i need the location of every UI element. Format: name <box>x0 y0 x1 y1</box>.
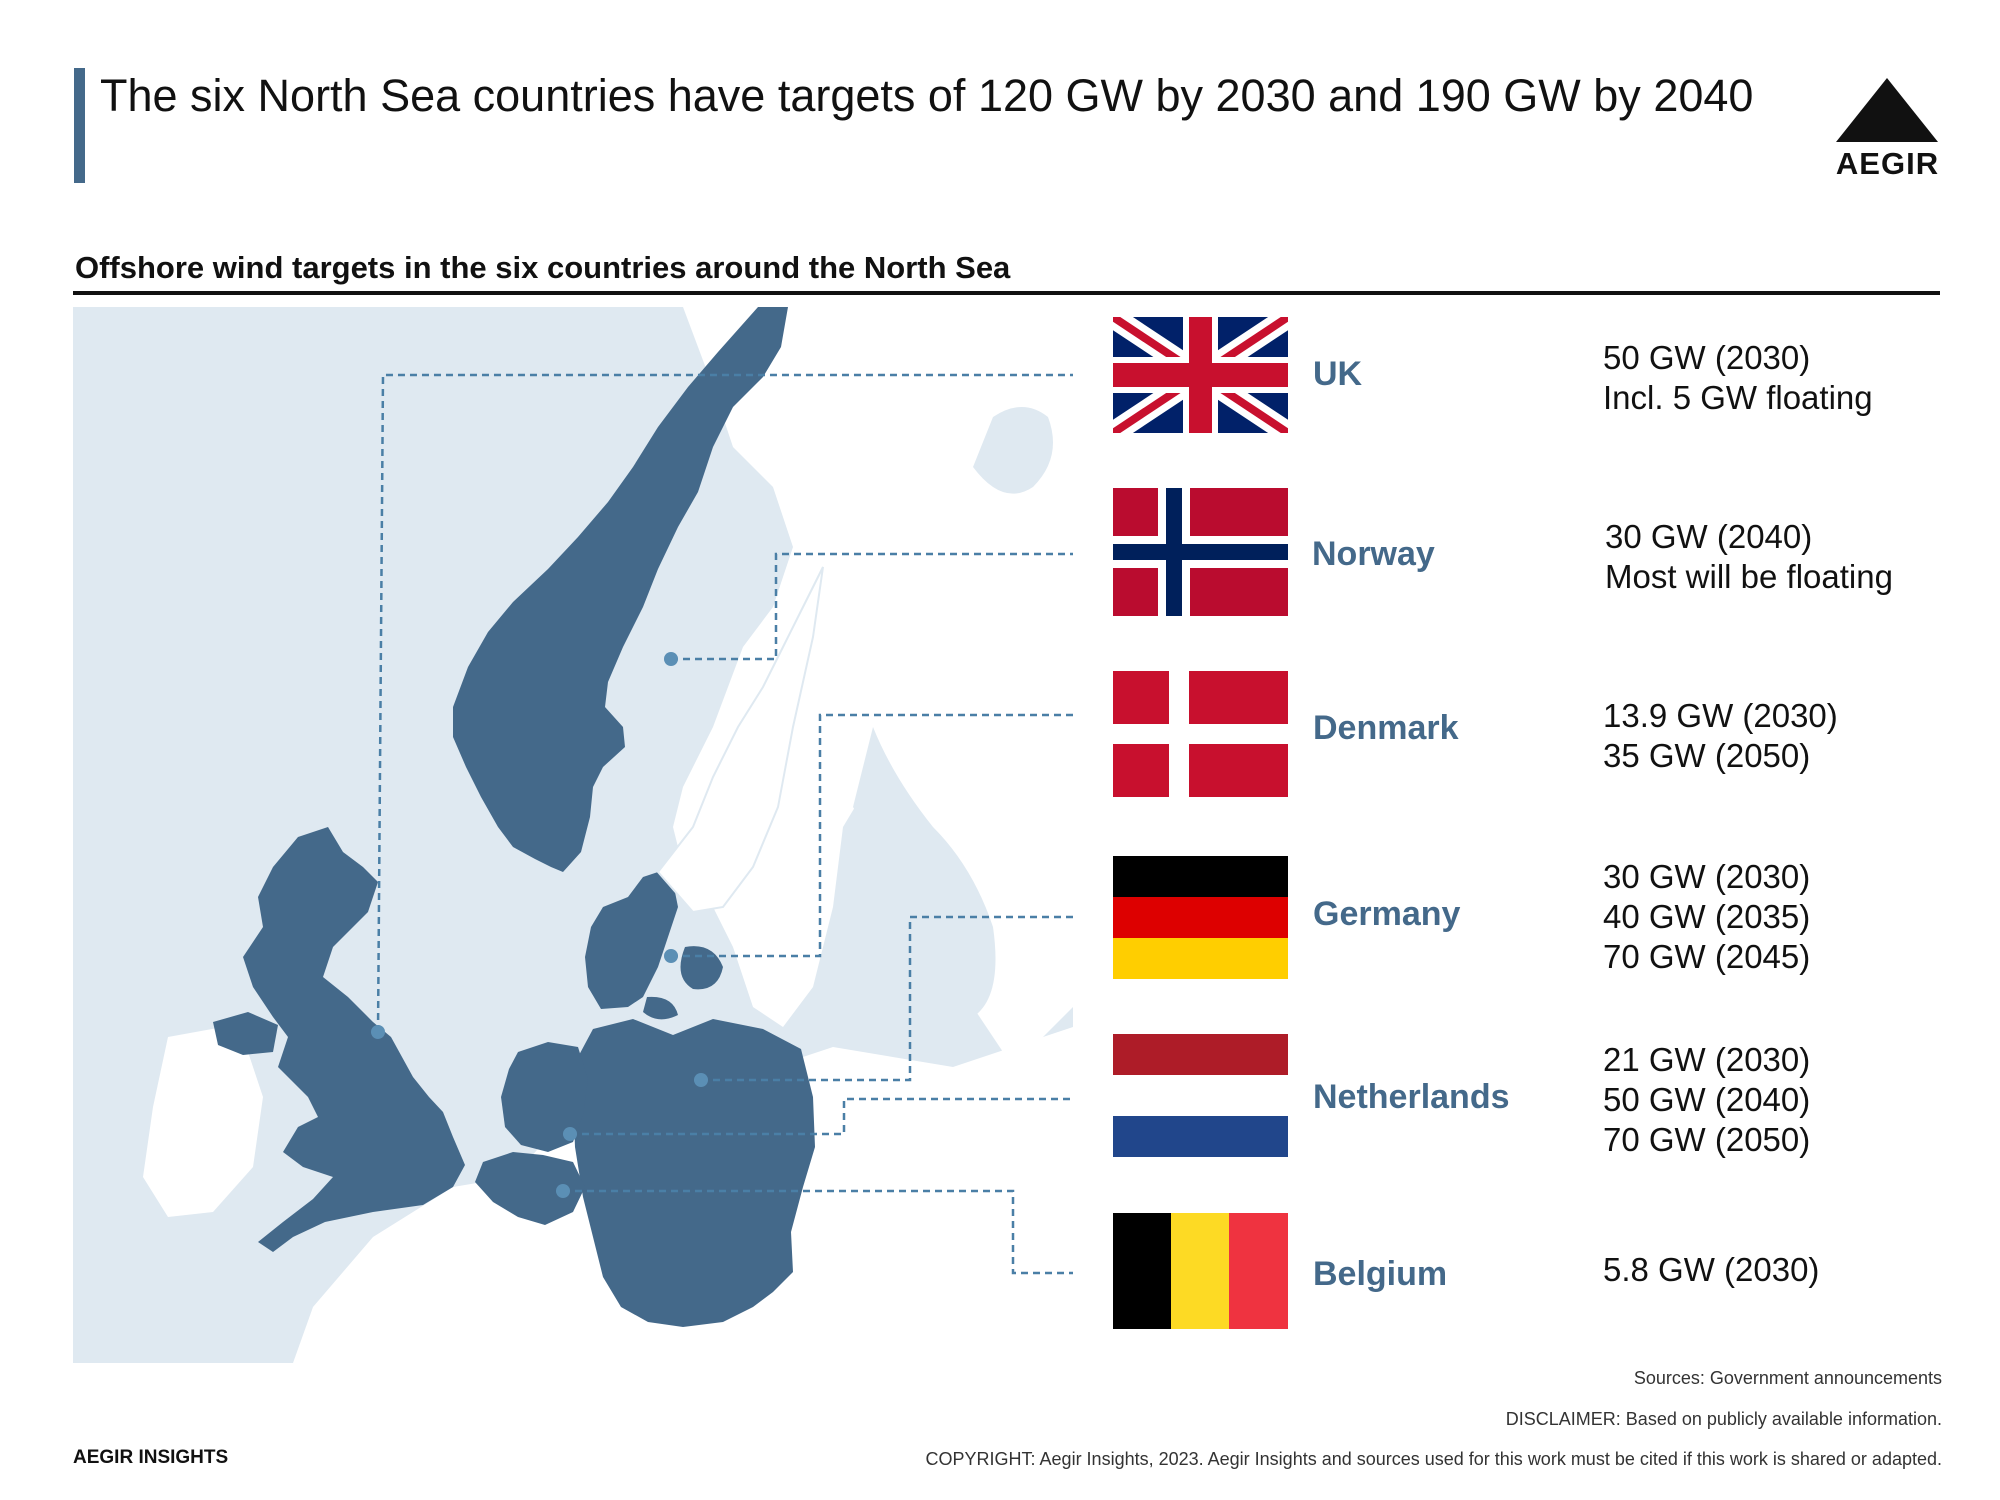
marker-belgium <box>556 1184 570 1198</box>
netherlands-flag-icon <box>1113 1034 1288 1157</box>
country-markers <box>371 652 708 1198</box>
north-sea-map <box>73 307 1073 1363</box>
country-label-belgium: Belgium <box>1313 1255 1448 1293</box>
target-value: 40 GW (2035) <box>1603 898 1811 935</box>
marker-uk <box>371 1025 385 1039</box>
target-value: 50 GW (2040) <box>1603 1081 1811 1118</box>
northern-ireland-land <box>213 1012 278 1055</box>
chart-subtitle: Offshore wind targets in the six countri… <box>75 250 1011 285</box>
targets-netherlands: 21 GW (2030) 50 GW (2040) 70 GW (2050) <box>1603 1040 1810 1160</box>
sweden-coast <box>656 566 824 914</box>
belgium-flag-icon <box>1113 1213 1288 1329</box>
norway-flag-icon <box>1113 488 1288 616</box>
connector-norway <box>671 552 1073 661</box>
country-label-denmark: Denmark <box>1313 709 1459 747</box>
connector-belgium <box>563 1189 1073 1275</box>
title-accent-bar <box>74 68 85 183</box>
aegir-logo-text: AEGIR <box>1835 146 1940 181</box>
country-label-uk: UK <box>1313 355 1363 393</box>
germany-flag-icon <box>1113 856 1288 979</box>
belgium-land <box>475 1152 585 1225</box>
baltic-sea <box>853 727 996 1017</box>
target-value: 35 GW (2050) <box>1603 737 1811 774</box>
targets-belgium: 5.8 GW (2030) <box>1603 1250 1819 1290</box>
marker-denmark <box>664 949 678 963</box>
denmark-islands <box>643 946 723 1020</box>
finland-lake-area <box>973 407 1053 494</box>
targets-uk: 50 GW (2030) Incl. 5 GW floating <box>1603 338 1873 418</box>
uk-flag-icon <box>1113 317 1288 433</box>
target-value: 30 GW (2030) <box>1603 858 1811 895</box>
norway-land <box>453 307 788 872</box>
denmark-land <box>585 872 678 1009</box>
great-britain-land <box>243 827 465 1252</box>
subtitle-rule <box>73 291 1940 295</box>
page-title: The six North Sea countries have targets… <box>100 70 1754 121</box>
netherlands-land <box>501 1042 588 1152</box>
connector-netherlands <box>570 1097 1073 1136</box>
sweden-finland-land <box>673 307 1073 1067</box>
connector-germany <box>701 915 1073 1082</box>
connector-lines <box>376 373 1073 1275</box>
country-label-netherlands: Netherlands <box>1313 1078 1510 1116</box>
copyright-note: COPYRIGHT: Aegir Insights, 2023. Aegir I… <box>925 1449 1942 1469</box>
footer-brand: AEGIR INSIGHTS <box>73 1447 229 1468</box>
target-value: 30 GW (2040) <box>1605 518 1813 555</box>
marker-norway <box>664 652 678 666</box>
aegir-logo-icon <box>1836 78 1938 142</box>
marker-germany <box>694 1073 708 1087</box>
country-label-norway: Norway <box>1312 535 1435 573</box>
target-value: 5.8 GW (2030) <box>1603 1251 1820 1288</box>
target-value: 13.9 GW (2030) <box>1603 697 1838 734</box>
target-value: Most will be floating <box>1605 558 1893 595</box>
target-value: 50 GW (2030) <box>1603 339 1811 376</box>
target-value: 21 GW (2030) <box>1603 1041 1811 1078</box>
target-value: Incl. 5 GW floating <box>1603 379 1873 416</box>
germany-land <box>573 1019 815 1327</box>
target-value: 70 GW (2050) <box>1603 1121 1811 1158</box>
disclaimer-note: DISCLAIMER: Based on publicly available … <box>1505 1409 1942 1429</box>
sources-note: Sources: Government announcements <box>1633 1368 1942 1388</box>
target-value: 70 GW (2045) <box>1603 938 1811 975</box>
denmark-flag-icon <box>1113 671 1288 797</box>
targets-norway: 30 GW (2040) Most will be floating <box>1605 517 1893 597</box>
marker-netherlands <box>563 1127 577 1141</box>
targets-denmark: 13.9 GW (2030) 35 GW (2050) <box>1603 696 1838 776</box>
ireland-land <box>143 1027 263 1217</box>
connector-uk <box>376 373 1073 1033</box>
connector-denmark <box>671 713 1073 958</box>
country-label-germany: Germany <box>1313 895 1461 933</box>
targets-germany: 30 GW (2030) 40 GW (2035) 70 GW (2045) <box>1603 857 1810 977</box>
